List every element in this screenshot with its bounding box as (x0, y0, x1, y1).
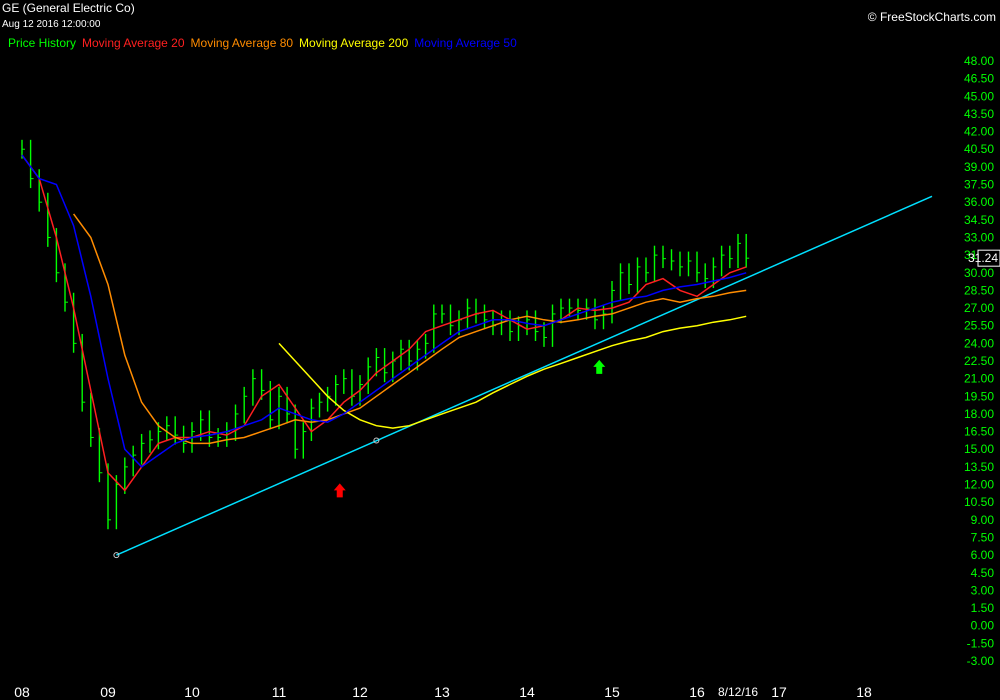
x-tick-label: 10 (184, 684, 200, 700)
x-tick-label: 12 (352, 684, 368, 700)
copyright: © FreeStockCharts.com (867, 10, 996, 24)
x-tick-label: 16 (689, 684, 705, 700)
y-tick-label: 36.00 (964, 195, 994, 209)
y-tick-label: 33.00 (964, 230, 994, 244)
x-tick-label: 15 (604, 684, 620, 700)
y-tick-label: 37.50 (964, 178, 994, 192)
y-tick-label: 27.00 (964, 301, 994, 315)
y-tick-label: 39.00 (964, 160, 994, 174)
trendline (116, 195, 933, 556)
y-tick-label: 10.50 (964, 495, 994, 509)
series-line-1 (21, 154, 747, 492)
x-tick-label: 09 (100, 684, 116, 700)
legend-item-4: Moving Average 50 (414, 36, 517, 50)
y-tick-label: 21.00 (964, 372, 994, 386)
y-tick-label: 43.50 (964, 107, 994, 121)
y-tick-label: 7.50 (971, 530, 995, 544)
y-tick-label: 18.00 (964, 407, 994, 421)
chart-date: Aug 12 2016 12:00:00 (2, 19, 101, 30)
legend-item-3: Moving Average 200 (299, 36, 409, 50)
trendline-anchor (113, 552, 120, 559)
y-tick-label: 48.00 (964, 54, 994, 68)
legend-item-0: Price History (8, 36, 77, 50)
y-tick-label: 45.00 (964, 89, 994, 103)
y-tick-label: 24.00 (964, 336, 994, 350)
x-tick-label: 17 (771, 684, 787, 700)
x-tick-label: 08 (14, 684, 30, 700)
x-tick-label: 14 (519, 684, 535, 700)
y-tick-label: 22.50 (964, 354, 994, 368)
y-tick-label: 42.00 (964, 125, 994, 139)
y-tick-label: -1.50 (967, 636, 995, 650)
series-line-4 (21, 154, 747, 468)
legend-item-1: Moving Average 20 (82, 36, 185, 50)
legend: Price History Moving Average 20 Moving Ave… (8, 36, 523, 50)
y-tick-label: 28.50 (964, 283, 994, 297)
series-line-3 (278, 315, 747, 429)
y-tick-label: 3.00 (971, 583, 995, 597)
y-tick-label: 1.50 (971, 601, 995, 615)
y-tick-label: 15.00 (964, 442, 994, 456)
legend-item-2: Moving Average 80 (190, 36, 294, 50)
y-tick-label: 34.50 (964, 213, 994, 227)
y-tick-label: 6.00 (971, 548, 995, 562)
y-tick-label: 0.00 (971, 619, 995, 633)
y-tick-label: 9.00 (971, 513, 995, 527)
y-tick-label: 12.00 (964, 478, 994, 492)
x-tick-label: 11 (272, 684, 287, 700)
series-line-2 (72, 213, 747, 445)
x-date-label: 8/12/16 (718, 685, 758, 699)
trendline-anchor (373, 437, 380, 444)
x-tick-label: 18 (856, 684, 872, 700)
up-arrow-icon (593, 359, 606, 374)
y-tick-label: 4.50 (971, 566, 995, 580)
chart-title: GE (General Electric Co) (2, 1, 135, 15)
y-tick-label: 25.50 (964, 319, 994, 333)
y-tick-label: -3.00 (967, 654, 995, 668)
up-arrow-icon (333, 483, 346, 498)
x-tick-label: 13 (434, 684, 450, 700)
last-price-label: 31.24 (968, 251, 998, 265)
y-tick-label: 40.50 (964, 142, 994, 156)
last-price-box (977, 249, 1000, 267)
y-tick-label: 30.00 (964, 266, 994, 280)
y-tick-label: 16.50 (964, 425, 994, 439)
y-tick-label: 19.50 (964, 389, 994, 403)
y-tick-label: 13.50 (964, 460, 994, 474)
y-tick-label: 46.50 (964, 72, 994, 86)
